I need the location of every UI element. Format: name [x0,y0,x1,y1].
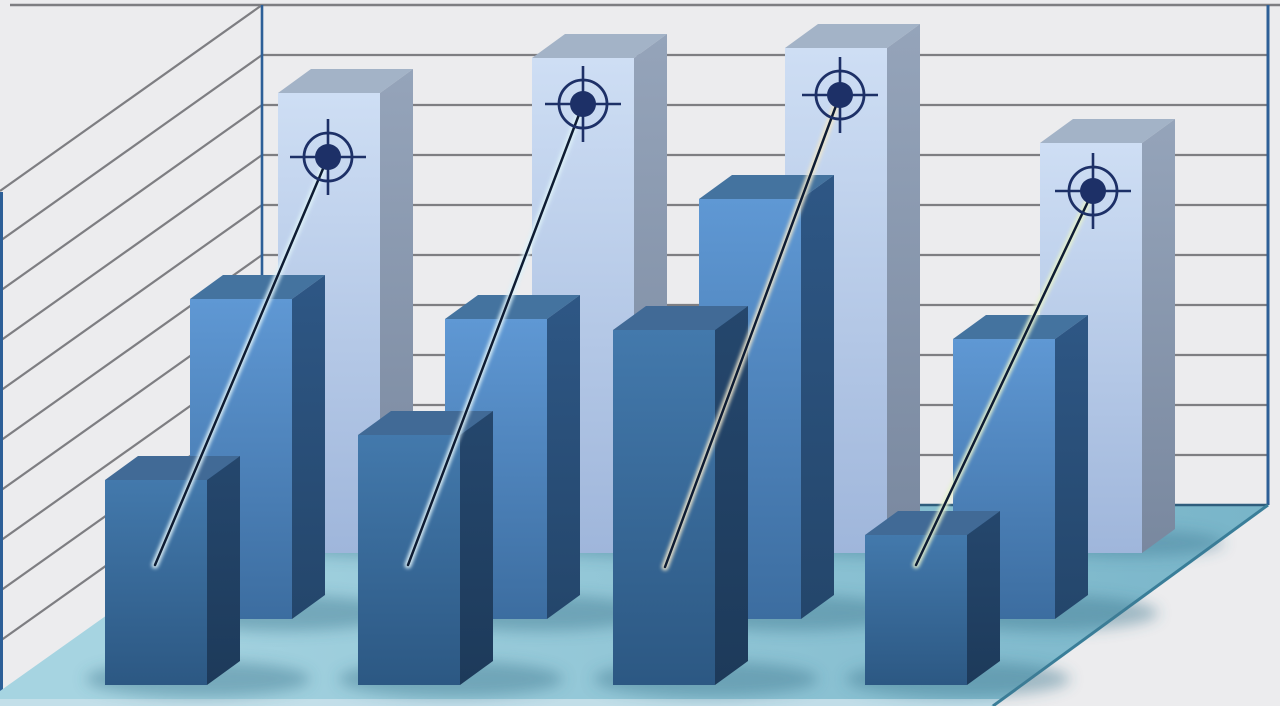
bar-side-face [967,511,1000,685]
sight-line [153,155,330,567]
bar-side-face [292,275,325,619]
bar-side-face [1055,315,1088,619]
bar-top-face [532,34,667,58]
crosshair-center-dot [1080,178,1106,204]
bar-side-face [1142,119,1175,553]
bar-top-face [785,24,920,48]
bar-front-row-group-1 [105,456,240,685]
left-wall-gridline [0,154,263,342]
bar-front-face [105,480,207,685]
bar-side-face [460,411,493,685]
bar-top-face [953,315,1088,339]
sight-line [914,189,1095,567]
bar-top-face [445,295,580,319]
crosshair-target-icon [290,119,366,195]
bar-middle-row-group-2 [445,295,580,619]
bar-top-face [1040,119,1175,143]
target-sight-lines [151,91,1097,571]
left-wall-gridline [0,104,263,292]
bar-side-face [887,24,920,553]
bar-top-face [190,275,325,299]
bar-front-row-group-3 [613,306,748,685]
left-wall-gridline [0,54,263,242]
sight-line [663,93,842,569]
bar-front-row-group-2 [358,411,493,685]
bar-top-face [105,456,240,480]
bar-top-face [278,69,413,93]
sight-line [406,102,585,567]
crosshair-target-icon [545,66,621,142]
floor-bottom-strip [0,699,1000,706]
left-wall-gridline [0,4,263,192]
bar-front-face [613,330,715,685]
crosshair-target-icon [802,57,878,133]
bar-top-face [613,306,748,330]
bar-side-face [207,456,240,685]
left-wall-gridline [0,204,263,392]
bar-side-face [547,295,580,619]
crosshair-center-dot [827,82,853,108]
bar-side-face [801,175,834,619]
crosshair-center-dot [315,144,341,170]
crosshair-center-dot [570,91,596,117]
crosshair-target-icon [1055,153,1131,229]
